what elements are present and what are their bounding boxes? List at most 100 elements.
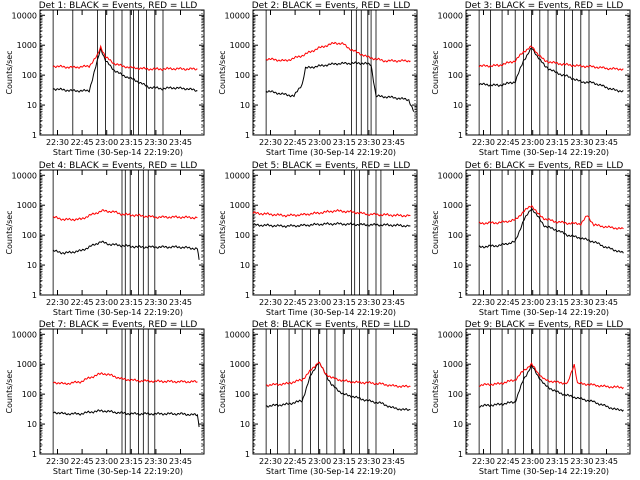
y-tick-label: 10000 — [225, 11, 250, 20]
panel-det-4: Det 4: BLACK = Events, RED = LLD 1 10 100 10… — [5, 161, 205, 317]
y-tick-label: 10 — [240, 101, 250, 110]
y-tick-label: 1 — [245, 131, 250, 140]
x-tick-label: 23:45 — [382, 298, 405, 307]
x-axis-label: Start Time (30-Sep-14 22:19:20) — [266, 148, 396, 157]
x-tick-label: 22:30 — [472, 138, 495, 147]
events-series-line — [478, 208, 624, 254]
x-tick-label: 23:30 — [570, 138, 593, 147]
y-tick-label: 1000 — [230, 201, 250, 210]
x-tick-label: 22:45 — [71, 138, 94, 147]
x-tick-label: 23:30 — [357, 457, 380, 466]
y-axis-label: Counts/sec — [5, 210, 14, 254]
x-tick-label: 22:45 — [497, 457, 520, 466]
x-axis-label: Start Time (30-Sep-14 22:19:20) — [479, 148, 609, 157]
y-tick-label: 10000 — [438, 11, 463, 20]
events-series-line — [265, 61, 415, 112]
y-tick-label: 1 — [32, 291, 37, 300]
y-axis-label: Counts/sec — [218, 210, 227, 254]
x-tick-label: 23:45 — [382, 457, 405, 466]
y-tick-label: 10 — [240, 420, 250, 429]
y-axis-label: Counts/sec — [5, 369, 14, 413]
y-tick-label: 10000 — [438, 330, 463, 339]
x-tick-label: 23:30 — [144, 138, 167, 147]
y-axis-label: Counts/sec — [5, 50, 14, 94]
y-tick-label: 1000 — [443, 41, 463, 50]
panel-title: Det 1: BLACK = Events, RED = LLD — [39, 1, 198, 11]
lld-series-line — [266, 361, 411, 388]
y-tick-label: 10 — [453, 101, 463, 110]
y-tick-label: 100 — [22, 71, 37, 80]
x-tick-label: 23:45 — [595, 457, 618, 466]
lld-series-line — [52, 209, 198, 222]
lld-series-line — [478, 362, 624, 390]
x-tick-label: 22:30 — [46, 457, 69, 466]
lld-series-line — [265, 41, 411, 63]
x-tick-label: 22:30 — [259, 138, 282, 147]
x-tick-label: 23:45 — [169, 457, 192, 466]
x-tick-label: 23:00 — [95, 138, 118, 147]
lld-series-line — [52, 44, 198, 72]
x-tick-label: 23:15 — [546, 138, 569, 147]
y-tick-label: 100 — [235, 390, 250, 399]
x-tick-label: 23:30 — [357, 298, 380, 307]
y-tick-label: 100 — [235, 231, 250, 240]
y-tick-label: 10000 — [438, 171, 463, 180]
x-tick-label: 22:30 — [472, 298, 495, 307]
panel-title: Det 7: BLACK = Events, RED = LLD — [39, 320, 198, 330]
x-tick-label: 22:30 — [259, 298, 282, 307]
x-tick-label: 23:30 — [570, 457, 593, 466]
x-tick-label: 23:30 — [144, 298, 167, 307]
y-tick-label: 10000 — [12, 330, 37, 339]
y-tick-label: 1 — [32, 131, 37, 140]
x-tick-label: 22:30 — [259, 457, 282, 466]
x-tick-label: 23:15 — [120, 138, 143, 147]
y-tick-label: 1000 — [230, 360, 250, 369]
x-tick-label: 23:15 — [333, 457, 356, 466]
x-tick-label: 22:45 — [71, 457, 94, 466]
x-axis-label: Start Time (30-Sep-14 22:19:20) — [266, 467, 396, 476]
y-tick-label: 10000 — [225, 330, 250, 339]
panel-det-5: Det 5: BLACK = Events, RED = LLD 1 10 100 10… — [218, 161, 418, 317]
x-tick-label: 23:15 — [120, 298, 143, 307]
y-tick-label: 1000 — [17, 360, 37, 369]
events-series-line — [266, 361, 411, 412]
y-tick-label: 100 — [22, 231, 37, 240]
events-series-line — [52, 47, 198, 93]
x-tick-label: 23:15 — [333, 138, 356, 147]
y-tick-label: 1000 — [230, 41, 250, 50]
y-tick-label: 1000 — [17, 41, 37, 50]
x-tick-label: 22:45 — [284, 457, 307, 466]
x-tick-label: 23:00 — [521, 138, 544, 147]
x-tick-label: 23:15 — [120, 457, 143, 466]
y-tick-label: 1 — [458, 131, 463, 140]
y-tick-label: 10 — [240, 261, 250, 270]
lld-series-line — [478, 205, 624, 230]
y-tick-label: 1000 — [443, 201, 463, 210]
y-tick-label: 10000 — [12, 11, 37, 20]
lld-series-line — [252, 209, 411, 218]
events-series-line — [53, 409, 200, 428]
x-tick-label: 23:30 — [570, 298, 593, 307]
y-axis-label: Counts/sec — [218, 50, 227, 94]
x-tick-label: 22:45 — [284, 298, 307, 307]
lld-series-line — [478, 45, 624, 71]
x-tick-label: 23:45 — [382, 138, 405, 147]
events-series-line — [478, 363, 624, 412]
panel-det-1: Det 1: BLACK = Events, RED = LLD 1 10 100 10… — [5, 1, 205, 157]
x-tick-label: 23:00 — [521, 298, 544, 307]
plot-frame — [252, 9, 418, 136]
x-tick-label: 22:45 — [497, 298, 520, 307]
x-tick-label: 23:00 — [95, 298, 118, 307]
plot-frame — [252, 169, 418, 296]
y-tick-label: 1 — [458, 450, 463, 459]
y-tick-label: 100 — [22, 390, 37, 399]
panel-det-8: Det 8: BLACK = Events, RED = LLD 1 10 100 10… — [218, 320, 418, 476]
x-tick-label: 23:30 — [144, 457, 167, 466]
x-tick-label: 22:45 — [71, 298, 94, 307]
y-tick-label: 10 — [27, 101, 37, 110]
x-tick-label: 22:30 — [46, 298, 69, 307]
x-axis-label: Start Time (30-Sep-14 22:19:20) — [53, 467, 183, 476]
y-axis-label: Counts/sec — [431, 369, 440, 413]
